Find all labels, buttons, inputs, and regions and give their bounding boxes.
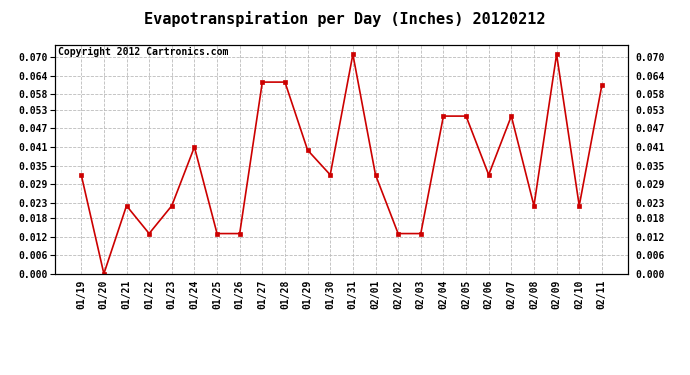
Text: Copyright 2012 Cartronics.com: Copyright 2012 Cartronics.com (58, 47, 228, 57)
Text: Evapotranspiration per Day (Inches) 20120212: Evapotranspiration per Day (Inches) 2012… (144, 11, 546, 27)
